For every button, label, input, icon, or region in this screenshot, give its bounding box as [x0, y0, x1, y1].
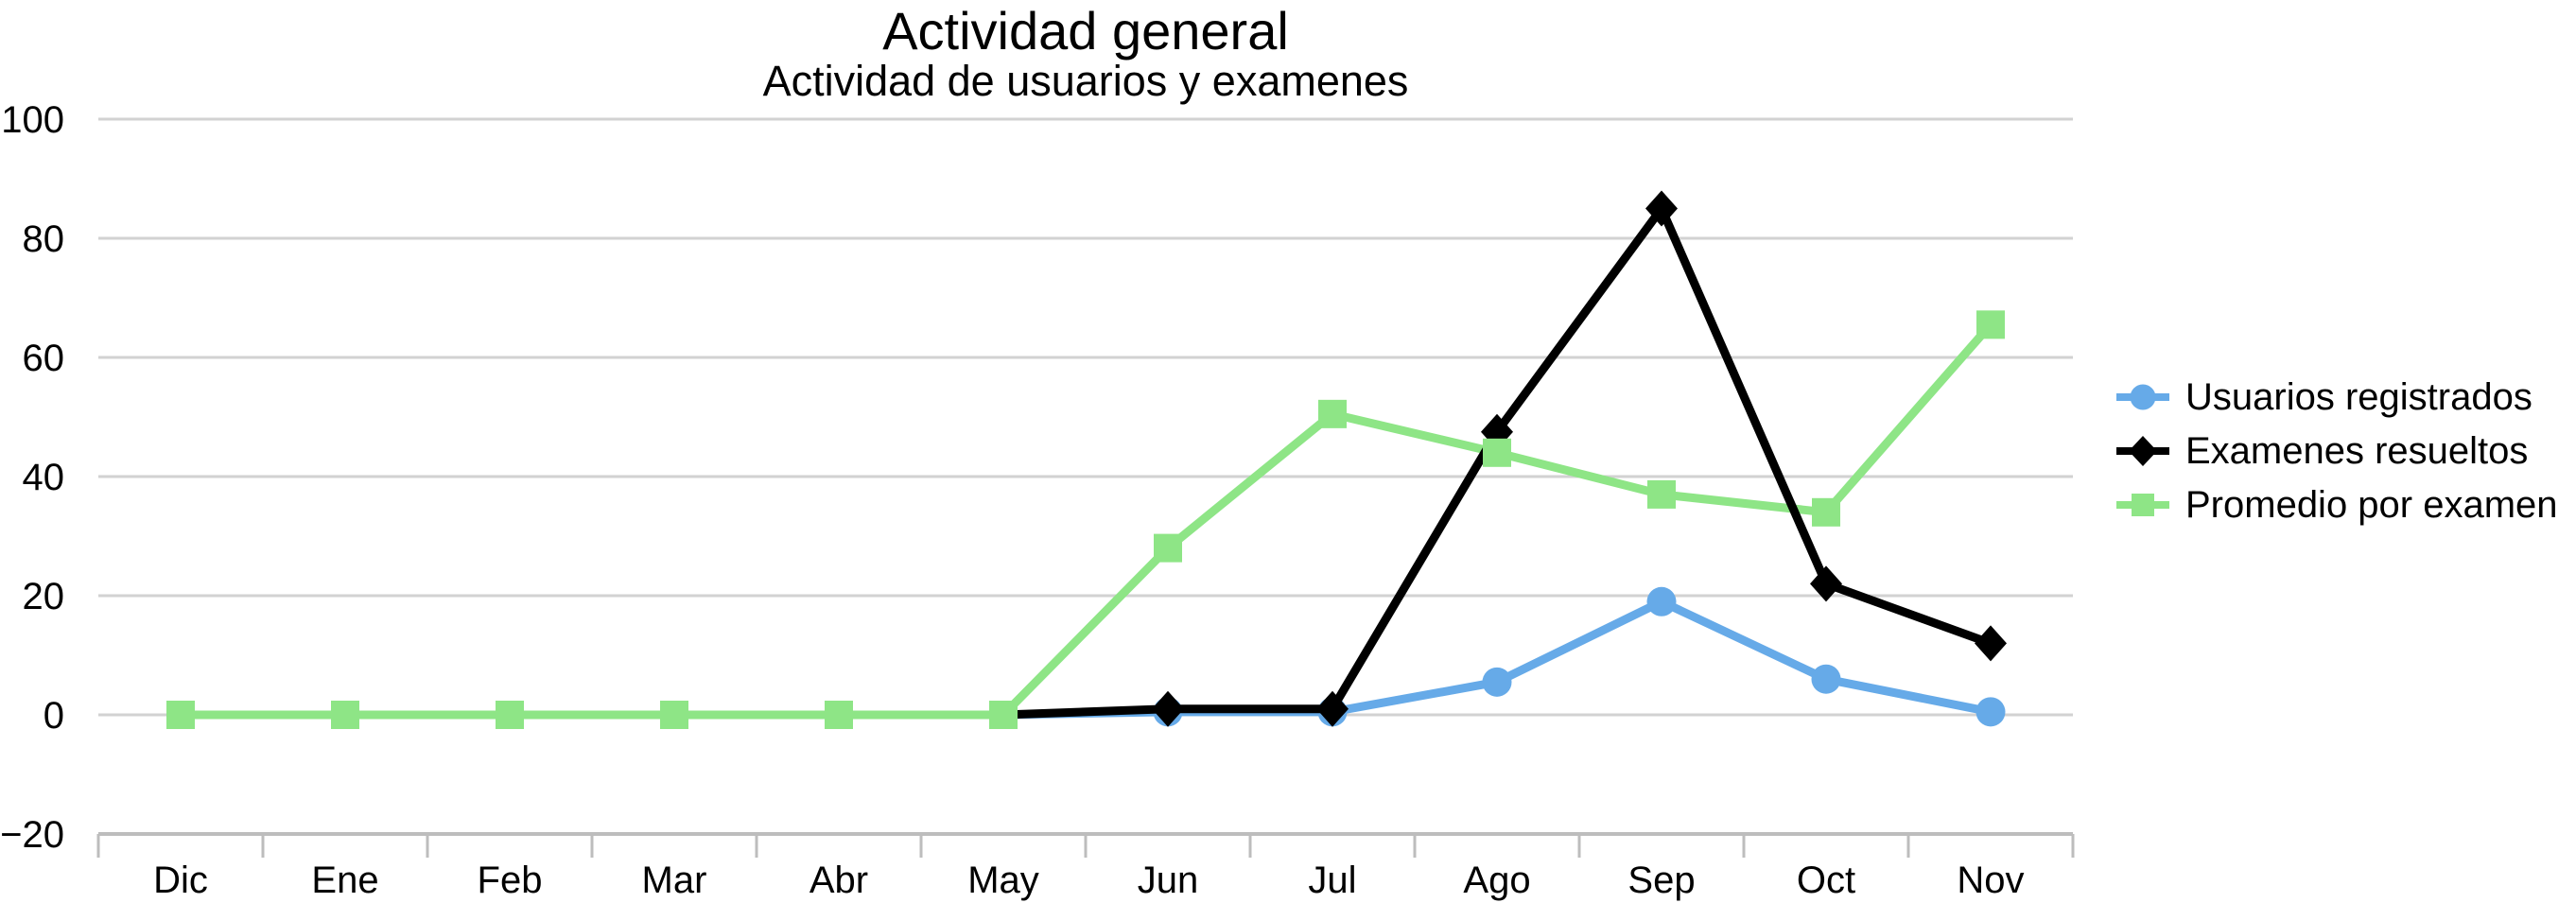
legend: Usuarios registrados Examenes resueltos …	[2115, 376, 2558, 538]
legend-label: Usuarios registrados	[2185, 376, 2532, 418]
y-tick-label: −20	[0, 814, 64, 856]
x-axis-labels: Dic Ene Feb Mar Abr May Jun Jul Ago Sep Oct Nov	[153, 860, 2024, 901]
legend-item-promedio-por-examen[interactable]: Promedio por examen	[2115, 484, 2558, 526]
y-tick-label: 100	[1, 99, 64, 141]
x-axis	[96, 832, 2075, 858]
square-marker-icon	[2116, 494, 2169, 516]
x-tick-label: Ene	[311, 860, 378, 901]
series-markers-1	[1152, 190, 2007, 727]
y-tick-label: 60	[23, 338, 65, 379]
y-tick-label: 40	[23, 457, 65, 498]
x-tick-label: Feb	[478, 860, 543, 901]
series-line-2	[181, 321, 1994, 720]
x-tick-label: Mar	[642, 860, 707, 901]
x-tick-label: May	[967, 860, 1039, 901]
x-tick-label: Sep	[1627, 860, 1695, 901]
x-tick-label: Abr	[809, 860, 868, 901]
legend-label: Examenes resueltos	[2185, 430, 2529, 472]
x-tick-label: Dic	[153, 860, 208, 901]
legend-item-usuarios-registrados[interactable]: Usuarios registrados	[2115, 376, 2558, 418]
chart-subtitle: Actividad de usuarios y examenes	[762, 57, 1409, 105]
y-tick-label: 0	[44, 695, 64, 737]
x-tick-label: Jul	[1308, 860, 1356, 901]
diamond-marker-icon	[2116, 436, 2169, 466]
legend-item-examenes-resueltos[interactable]: Examenes resueltos	[2115, 430, 2558, 472]
x-tick-label: Nov	[1957, 860, 2024, 901]
circle-marker-icon	[2116, 384, 2169, 410]
x-tick-label: Oct	[1797, 860, 1855, 901]
chart-title: Actividad general	[882, 1, 1289, 61]
series-line-0	[1002, 597, 1992, 720]
x-tick-label: Ago	[1463, 860, 1530, 901]
legend-label: Promedio por examen	[2185, 484, 2558, 526]
y-tick-label: 80	[23, 218, 65, 260]
y-tick-label: 20	[23, 576, 65, 617]
x-tick-label: Jun	[1138, 860, 1199, 901]
series-markers-2	[166, 310, 2005, 729]
y-axis-labels: −20 0 20 40 60 80 100	[0, 99, 64, 856]
